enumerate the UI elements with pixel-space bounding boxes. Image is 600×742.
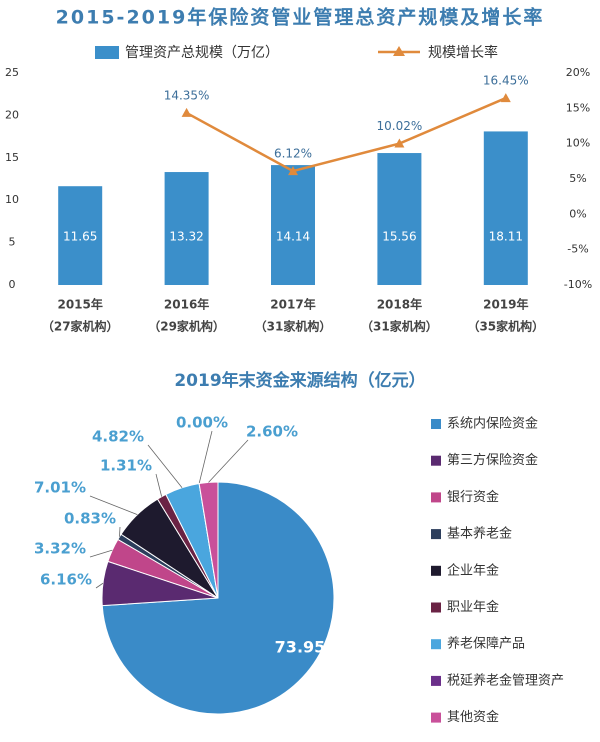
- pie-value-label: 3.32%: [34, 540, 86, 558]
- bar-value-label: 14.14: [276, 230, 310, 244]
- legend-swatch: [431, 675, 441, 686]
- leader-line: [89, 495, 138, 515]
- legend-label: 管理资产总规模（万亿）: [125, 45, 279, 61]
- legend-label: 规模增长率: [428, 44, 498, 61]
- legend-swatch: [431, 712, 441, 723]
- bar: [58, 186, 103, 285]
- bar: [483, 131, 528, 285]
- legend-swatch: [431, 492, 441, 503]
- bar: [377, 153, 422, 285]
- y-tick-label: 0: [9, 278, 16, 291]
- pie-value-label: 4.82%: [92, 428, 144, 446]
- legend-swatch: [431, 565, 441, 576]
- line-marker: [181, 107, 192, 117]
- pie-title: 2019年末资金来源结构（亿元）: [174, 370, 425, 391]
- leader-line: [89, 549, 113, 558]
- x-tick-label: 2018年: [377, 297, 422, 312]
- leader-line: [95, 582, 104, 589]
- legend-label: 基本养老金: [447, 526, 512, 542]
- legend-swatch: [95, 46, 119, 59]
- pie-value-label: 0.00%: [176, 414, 228, 432]
- y2-tick-label: 15%: [566, 101, 590, 114]
- line-value-label: 10.02%: [377, 119, 423, 133]
- legend-marker: [393, 46, 405, 56]
- y-tick-label: 15: [5, 151, 19, 164]
- y-tick-label: 25: [5, 66, 19, 79]
- line-marker: [500, 93, 511, 103]
- x-tick-label: （27家机构）: [42, 319, 119, 334]
- x-tick-label: 2019年: [483, 297, 528, 312]
- bar-value-label: 18.11: [489, 230, 523, 244]
- legend-label: 银行资金: [447, 489, 499, 505]
- x-tick-label: 2017年: [270, 297, 315, 312]
- pie-value-label: 7.01%: [34, 479, 86, 497]
- line-value-label: 16.45%: [483, 74, 529, 88]
- y2-tick-label: 10%: [566, 137, 590, 150]
- chart-title: 2015-2019年保险资管业管理总资产规模及增长率: [56, 6, 545, 29]
- line: [186, 96, 507, 173]
- legend-label: 税延养老金管理资产: [447, 672, 564, 688]
- x-tick-label: （35家机构）: [467, 319, 544, 334]
- line-value-label: 6.12%: [274, 147, 312, 161]
- legend-swatch: [431, 529, 441, 540]
- pie-value-label: 1.31%: [100, 457, 152, 475]
- line-value-label: 14.35%: [164, 88, 210, 102]
- x-tick-label: （31家机构）: [361, 319, 438, 334]
- legend-label: 职业年金: [447, 599, 499, 615]
- pie-value-label: 6.16%: [40, 571, 92, 589]
- y-tick-label: 5: [9, 236, 16, 249]
- y2-tick-label: 0%: [569, 207, 586, 220]
- bar-value-label: 11.65: [63, 230, 97, 244]
- legend-swatch: [431, 455, 441, 466]
- y2-tick-label: 5%: [569, 172, 586, 185]
- legend-label: 第三方保险资金: [447, 452, 538, 468]
- legend-label: 其他资金: [447, 709, 499, 725]
- legend-swatch: [431, 419, 441, 429]
- bar-value-label: 15.56: [382, 230, 416, 244]
- legend-label: 企业年金: [447, 562, 499, 578]
- leader-line: [147, 444, 183, 488]
- legend-label: 养老保障产品: [447, 636, 525, 652]
- pie-value-label: 0.83%: [64, 510, 116, 528]
- bar: [271, 165, 315, 285]
- leader-line: [155, 473, 163, 497]
- legend-swatch: [431, 639, 441, 650]
- x-tick-label: 2015年: [57, 297, 102, 312]
- pie-value-label: 2.60%: [246, 423, 298, 441]
- y2-tick-label: -10%: [564, 278, 592, 291]
- x-tick-label: （29家机构）: [148, 319, 225, 334]
- leader-line: [119, 526, 121, 537]
- x-tick-label: 2016年: [164, 297, 209, 312]
- line-marker: [288, 166, 298, 176]
- y2-tick-label: -5%: [567, 243, 588, 256]
- y-tick-label: 10: [5, 193, 19, 206]
- bar: [164, 172, 209, 285]
- legend-swatch: [431, 602, 441, 613]
- leader-line: [208, 439, 249, 483]
- pie-value-label: 73.95%: [275, 638, 342, 657]
- leader-line: [198, 430, 213, 484]
- y2-tick-label: 20%: [566, 66, 590, 79]
- line-marker: [394, 138, 405, 148]
- x-tick-label: （31家机构）: [255, 319, 332, 334]
- y-tick-label: 20: [5, 108, 19, 121]
- bar-value-label: 13.32: [169, 230, 203, 244]
- legend-label: 系统内保险资金: [447, 416, 538, 432]
